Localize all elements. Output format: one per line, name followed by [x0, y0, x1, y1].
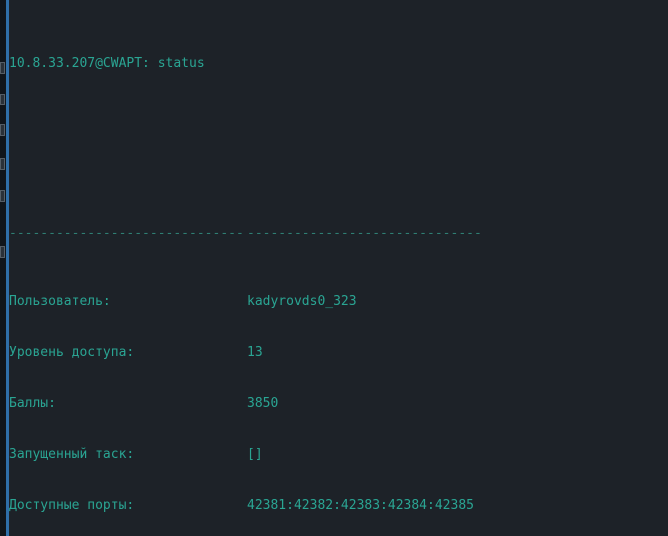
- spacer: [9, 157, 668, 174]
- status-row: Запущенный таск: []: [9, 446, 668, 463]
- status-row-label: Баллы:: [9, 396, 56, 411]
- status-row: Баллы: 3850: [9, 395, 668, 412]
- status-row-value: []: [247, 447, 263, 462]
- desktop-icon-2[interactable]: [0, 94, 5, 105]
- status-row-label: Доступные порты:: [9, 498, 135, 513]
- terminal-accent-bar: [6, 0, 9, 536]
- status-separator-left: ------------------------------: [9, 226, 244, 241]
- status-row-label: Уровень доступа:: [9, 345, 135, 360]
- status-row-label: Запущенный таск:: [9, 447, 135, 462]
- spacer: [9, 106, 668, 123]
- desktop-icon-4[interactable]: [0, 158, 5, 170]
- terminal-output[interactable]: 10.8.33.207@CWAPT: status --------------…: [9, 0, 668, 536]
- status-row: Доступные порты: 42381:42382:42383:42384:…: [9, 497, 668, 514]
- desktop-icon-5[interactable]: [0, 190, 5, 202]
- status-separator-right: ------------------------------: [247, 226, 482, 241]
- desktop-icon-1[interactable]: [0, 62, 5, 74]
- status-separator-top: ------------------------------ ----------…: [9, 225, 668, 242]
- desktop-icon-6[interactable]: [0, 246, 5, 258]
- desktop-icon-3[interactable]: [0, 124, 5, 136]
- status-row-value: kadyrovds0_323: [247, 294, 357, 309]
- status-row-value: 42381:42382:42383:42384:42385: [247, 498, 474, 513]
- prompt-line-status: 10.8.33.207@CWAPT: status: [9, 56, 205, 71]
- desktop-icon-strip: [0, 0, 6, 536]
- status-row-label: Пользователь:: [9, 294, 111, 309]
- status-row-value: 3850: [247, 396, 279, 411]
- status-row-value: 13: [247, 345, 263, 360]
- status-row: Пользователь: kadyrovds0_323: [9, 293, 668, 310]
- status-row: Уровень доступа: 13: [9, 344, 668, 361]
